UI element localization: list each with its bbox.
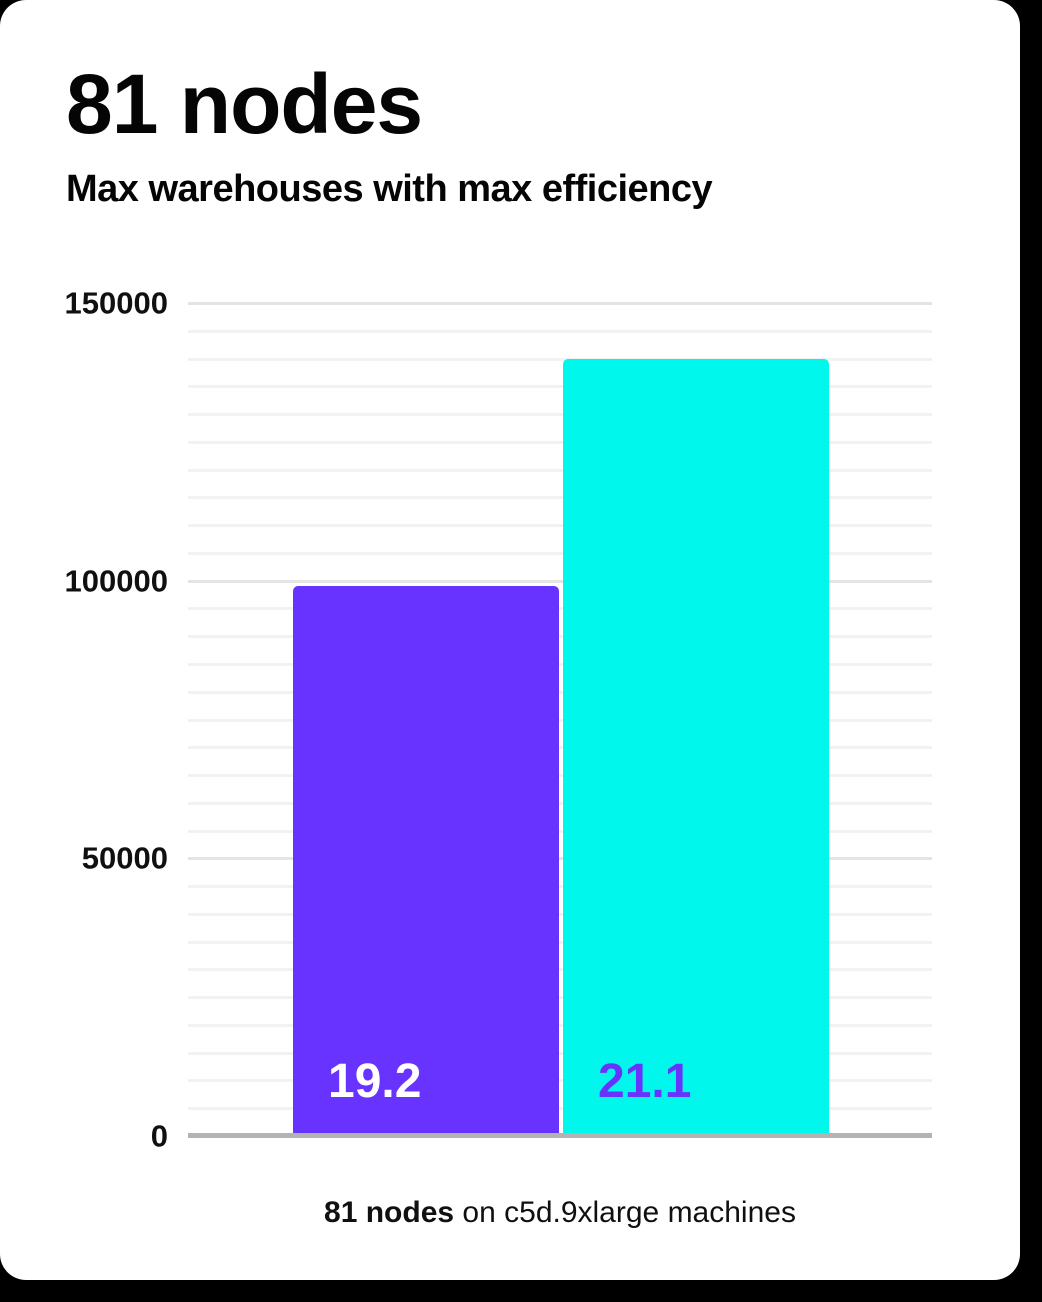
minor-gridline <box>188 635 932 639</box>
minor-gridline <box>188 885 932 889</box>
minor-gridline <box>188 912 932 916</box>
minor-gridline <box>188 1079 932 1083</box>
x-axis-baseline <box>188 1133 932 1138</box>
minor-gridline <box>188 829 932 833</box>
minor-gridline <box>188 413 932 417</box>
chart-card: 81 nodes Max warehouses with max efficie… <box>0 0 1020 1280</box>
minor-gridline <box>188 524 932 528</box>
minor-gridline <box>188 690 932 694</box>
plot-area: 150000 100000 50000 0 19.2 21.1 <box>65 288 932 1152</box>
minor-gridline <box>188 1023 932 1027</box>
major-gridline <box>188 857 932 861</box>
minor-gridline <box>188 746 932 750</box>
minor-gridline <box>188 329 932 333</box>
minor-gridline <box>188 996 932 1000</box>
minor-gridline <box>188 662 932 666</box>
caption-bold-text: 81 nodes <box>324 1196 455 1229</box>
major-gridline <box>188 302 932 305</box>
chart-caption: 81 nodes on c5d.9xlarge machines <box>188 1196 932 1230</box>
bar-value-label-21.1: 21.1 <box>598 1055 692 1108</box>
minor-gridline <box>188 801 932 805</box>
minor-gridline <box>188 607 932 611</box>
y-tick-label-100000: 100000 <box>64 563 168 599</box>
minor-gridline <box>188 440 932 444</box>
y-tick-label-50000: 50000 <box>81 840 168 876</box>
bar-19.2: 19.2 <box>293 586 559 1136</box>
minor-gridline <box>188 940 932 944</box>
chart-title: 81 nodes <box>66 57 423 151</box>
caption-regular-text: on c5d.9xlarge machines <box>454 1196 796 1229</box>
minor-gridline <box>188 718 932 722</box>
minor-gridline <box>188 968 932 972</box>
minor-gridline <box>188 774 932 778</box>
y-tick-label-0: 0 <box>150 1118 168 1154</box>
minor-gridline <box>188 1051 932 1055</box>
bars-container: 19.2 21.1 <box>293 303 829 1136</box>
minor-gridline <box>188 468 932 472</box>
minor-gridline <box>188 551 932 555</box>
chart-subtitle: Max warehouses with max efficiency <box>66 168 713 210</box>
major-gridline <box>188 579 932 583</box>
minor-gridline <box>188 357 932 361</box>
bar-21.1: 21.1 <box>563 358 829 1136</box>
minor-gridline <box>188 496 932 500</box>
y-tick-label-150000: 150000 <box>64 285 168 321</box>
minor-gridline <box>188 385 932 389</box>
minor-gridline <box>188 1107 932 1111</box>
bar-value-label-19.2: 19.2 <box>328 1055 422 1108</box>
